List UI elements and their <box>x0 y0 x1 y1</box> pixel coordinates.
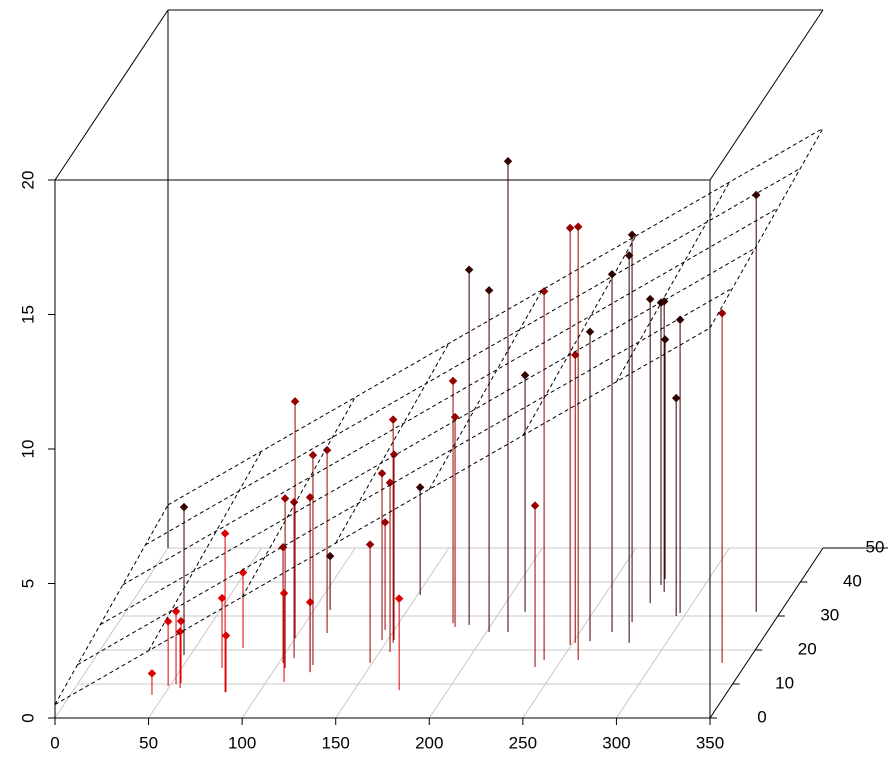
point <box>385 478 395 487</box>
floor-grid-line <box>335 547 450 719</box>
point <box>388 415 398 424</box>
box-edge <box>709 9 824 181</box>
point <box>503 156 513 166</box>
point <box>645 294 655 304</box>
y-tick-label: 30 <box>820 605 839 624</box>
point <box>279 588 289 598</box>
floor-grid-line <box>522 547 637 719</box>
floor-grid-line <box>241 547 356 719</box>
plane-line <box>122 207 779 586</box>
x-tick-label: 150 <box>322 733 350 752</box>
plane-line <box>77 287 733 666</box>
z-tick-label: 5 <box>18 579 37 588</box>
point <box>450 412 460 422</box>
x-tick-label: 350 <box>696 733 724 752</box>
point <box>484 286 494 295</box>
floor-grid-line <box>428 547 543 719</box>
plane-line <box>615 181 730 382</box>
z-tick-label: 0 <box>18 713 37 722</box>
plane-line <box>167 127 824 506</box>
point <box>147 669 157 678</box>
point <box>305 493 315 502</box>
point <box>380 518 390 527</box>
x-tick-label: 300 <box>602 733 630 752</box>
z-tick-label: 10 <box>18 440 37 459</box>
y-tick-label: 10 <box>775 673 794 692</box>
plane-line <box>148 450 263 651</box>
x-tick-label: 50 <box>139 733 158 752</box>
point <box>179 502 189 512</box>
point <box>671 393 681 403</box>
plane-line <box>522 235 637 436</box>
plane-line <box>241 397 356 598</box>
point <box>220 529 230 538</box>
point <box>289 497 299 507</box>
x-tick-label: 250 <box>509 733 537 752</box>
point <box>675 315 685 324</box>
z-tick-label: 20 <box>18 171 37 190</box>
point <box>280 494 290 503</box>
y-tick-label: 0 <box>757 707 766 726</box>
point <box>585 327 595 337</box>
plane-line <box>145 167 801 546</box>
y-tick-label: 20 <box>798 639 817 658</box>
point <box>565 223 575 233</box>
point <box>660 335 670 344</box>
point <box>415 483 425 492</box>
plane-line <box>335 343 450 544</box>
box-edge <box>54 9 169 181</box>
point <box>377 469 387 478</box>
point <box>308 450 318 460</box>
point <box>520 370 530 380</box>
floor-grid-line <box>54 547 169 719</box>
point <box>607 269 617 279</box>
point <box>325 551 335 561</box>
plane-line <box>54 504 169 705</box>
y-tick-label: 40 <box>843 571 862 590</box>
point <box>221 631 231 640</box>
plane-line <box>709 128 824 329</box>
point <box>290 397 300 406</box>
floor-grid-line <box>616 547 730 719</box>
point <box>464 265 474 275</box>
z-tick-label: 15 <box>18 305 37 324</box>
point <box>365 540 375 549</box>
plane-line <box>428 289 543 490</box>
box-edge <box>709 547 824 719</box>
point <box>389 450 399 459</box>
point <box>539 287 549 296</box>
point <box>717 308 727 318</box>
y-tick-label: 50 <box>866 537 885 556</box>
plane-line <box>99 247 756 626</box>
point <box>322 445 332 455</box>
x-tick-label: 200 <box>415 733 443 752</box>
point <box>448 376 458 386</box>
point <box>394 594 404 603</box>
point <box>573 222 583 232</box>
x-tick-label: 0 <box>50 733 59 752</box>
point <box>530 501 540 510</box>
point <box>570 350 580 360</box>
x-tick-label: 100 <box>228 733 256 752</box>
point <box>163 617 173 626</box>
